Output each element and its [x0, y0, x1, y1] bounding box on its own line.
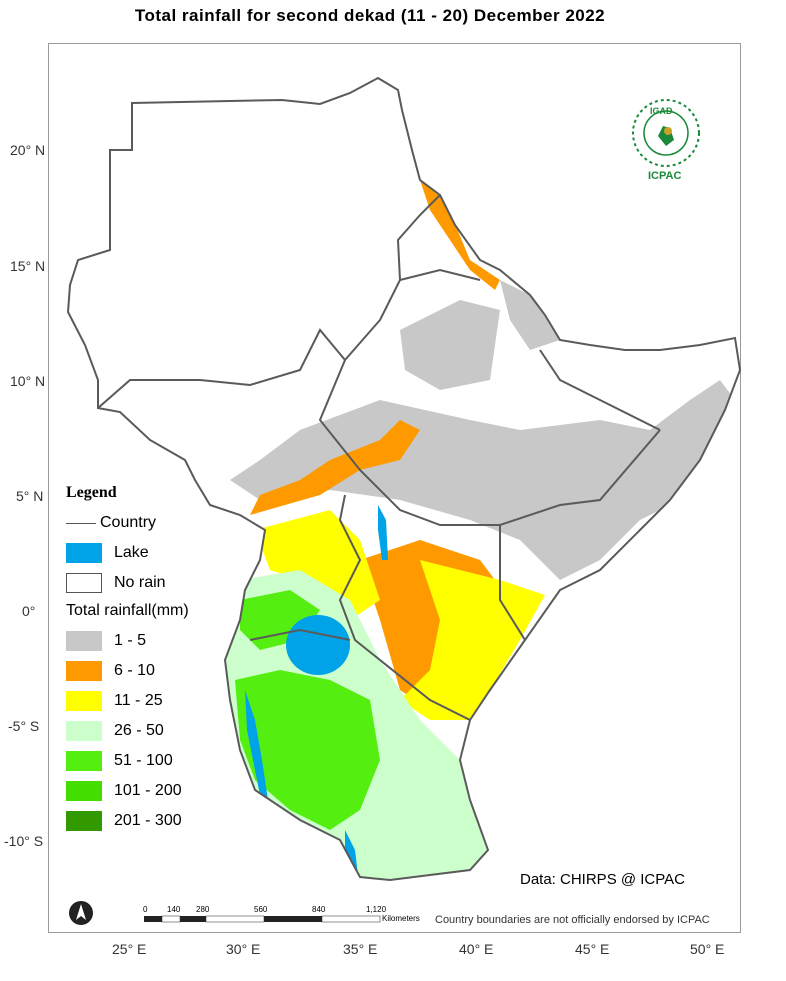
lake-swatch [66, 543, 102, 563]
rain-zone-6-10-red-sea [420, 180, 500, 290]
legend-no-rain-label: No rain [114, 574, 166, 591]
legend-class-swatch [66, 691, 102, 711]
lat-label-0: 0° [22, 603, 36, 619]
scale-tick-1120: 1,120 [366, 905, 387, 914]
legend-class-row: 201 - 300 [66, 806, 189, 836]
legend-class-label: 1 - 5 [114, 632, 147, 649]
scale-bar [144, 915, 381, 923]
border-kenya-tanzania [338, 494, 471, 721]
legend-rain-title: Total rainfall(mm) [66, 602, 189, 619]
lat-label-10n: 10° N [10, 373, 46, 389]
no-rain-swatch [66, 573, 102, 593]
lon-label-45e: 45° E [575, 941, 610, 957]
north-arrow-icon [69, 901, 93, 925]
rain-zone-1-5-coast [500, 280, 560, 350]
icpac-logo: IGAD ICPAC [628, 98, 704, 188]
legend-class-label: 26 - 50 [114, 722, 164, 739]
rain-zone-11-25-east [400, 560, 545, 720]
legend-class-swatch [66, 631, 102, 651]
lon-label-25e: 25° E [112, 941, 147, 957]
legend-class-label: 201 - 300 [114, 812, 182, 829]
legend-class-row: 1 - 5 [66, 626, 189, 656]
legend-lake-label: Lake [114, 544, 149, 561]
legend: Legend Country Lake No rain Total rainfa… [66, 484, 189, 836]
lat-label-15n: 15° N [10, 258, 46, 274]
scale-tick-140: 140 [167, 905, 181, 914]
legend-class-swatch [66, 721, 102, 741]
country-line-icon [66, 522, 96, 524]
map-title: Total rainfall for second dekad (11 - 20… [134, 6, 606, 25]
scale-tick-560: 560 [254, 905, 268, 914]
scale-tick-840: 840 [312, 905, 326, 914]
legend-class-label: 51 - 100 [114, 752, 173, 769]
border-kenya-somalia [499, 525, 526, 641]
legend-no-rain: No rain [66, 568, 189, 598]
lat-label-5s: -5° S [8, 718, 40, 734]
legend-rain-classes: 1 - 5 6 - 10 11 - 25 26 - 50 51 - 100 101 - 2… [66, 626, 189, 836]
igad-emblem-icon [632, 99, 700, 167]
border-ethiopia-west [318, 359, 661, 526]
lon-label-40e: 40° E [459, 941, 494, 957]
lat-label-20n: 20° N [10, 142, 46, 158]
legend-class-label: 101 - 200 [114, 782, 182, 799]
legend-title: Legend [66, 484, 117, 501]
logo-bottom-text: ICPAC [648, 170, 682, 182]
lake-turkana [378, 505, 388, 560]
legend-class-row: 26 - 50 [66, 716, 189, 746]
lat-label-10s: -10° S [4, 833, 44, 849]
legend-class-row: 51 - 100 [66, 746, 189, 776]
legend-class-label: 11 - 25 [114, 692, 163, 709]
legend-country-label: Country [100, 514, 157, 531]
legend-class-swatch [66, 781, 102, 801]
rain-zone-51-100 [235, 670, 380, 830]
scale-tick-280: 280 [196, 905, 210, 914]
disclaimer: Country boundaries are not officially en… [435, 914, 710, 926]
legend-country: Country [66, 508, 189, 538]
legend-class-row: 11 - 25 [66, 686, 189, 716]
border-eritrea [396, 194, 441, 281]
border-somalia-ethiopia [539, 349, 661, 431]
legend-lake: Lake [66, 538, 189, 568]
lon-label-30e: 30° E [226, 941, 261, 957]
data-credit: Data: CHIRPS @ ICPAC [520, 871, 685, 888]
lat-label-5n: 5° N [16, 488, 44, 504]
border-tanzania-west [249, 628, 351, 641]
scale-tick-0: 0 [143, 905, 148, 914]
border-sudan-southsudan [97, 268, 481, 409]
rain-zone-1-5-north [400, 300, 500, 390]
scale-unit: Kilometers [382, 914, 420, 923]
rain-zone-6-10 [250, 420, 420, 515]
legend-class-swatch [66, 661, 102, 681]
lake-tanganyika [245, 690, 268, 805]
legend-class-label: 6 - 10 [114, 662, 155, 679]
region-outline [66, 76, 742, 882]
lon-label-35e: 35° E [343, 941, 378, 957]
legend-class-swatch [66, 811, 102, 831]
legend-class-row: 6 - 10 [66, 656, 189, 686]
rain-zone-1-5 [230, 380, 735, 580]
legend-class-row: 101 - 200 [66, 776, 189, 806]
lake-victoria [286, 615, 350, 675]
logo-top-text: IGAD [650, 106, 673, 116]
legend-class-swatch [66, 751, 102, 771]
lon-label-50e: 50° E [690, 941, 725, 957]
